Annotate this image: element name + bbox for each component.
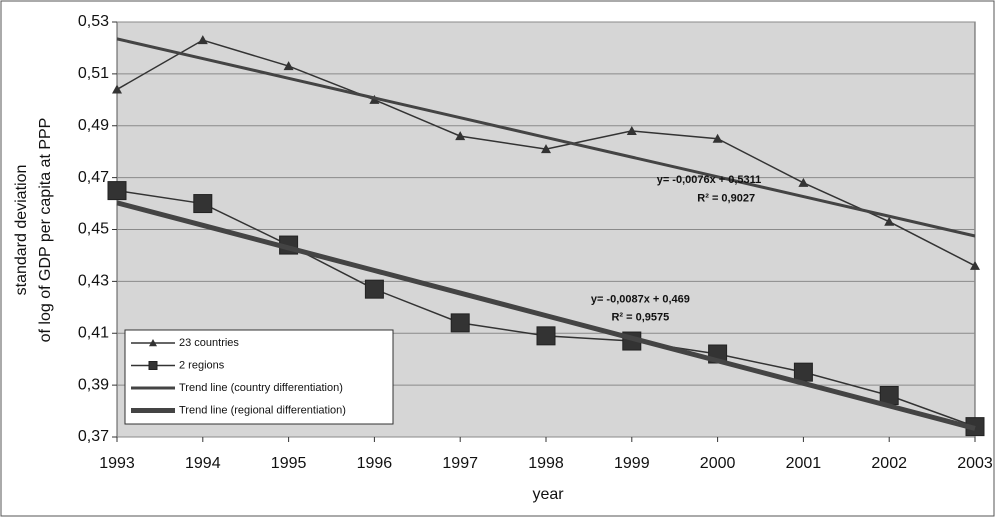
annotation: y= -0,0087x + 0,469 bbox=[591, 293, 690, 305]
point-marker bbox=[450, 313, 470, 333]
point-marker bbox=[197, 35, 208, 45]
point-marker bbox=[193, 194, 213, 214]
x-tick-label: 1993 bbox=[99, 455, 135, 472]
point-marker bbox=[455, 131, 466, 141]
point-marker bbox=[148, 361, 158, 370]
x-tick-label: 2003 bbox=[957, 455, 993, 472]
point-marker bbox=[536, 326, 556, 346]
annotation: y= -0,0076x + 0,5311 bbox=[657, 174, 762, 186]
point-marker bbox=[712, 133, 723, 143]
point-marker bbox=[884, 216, 895, 226]
x-tick-label: 1999 bbox=[614, 455, 650, 472]
y-axis-label: of log of GDP per capita at PPP bbox=[37, 118, 54, 343]
series-line bbox=[116, 200, 976, 431]
point-marker bbox=[149, 339, 157, 347]
point-marker bbox=[364, 279, 384, 299]
x-tick-label: 1995 bbox=[271, 455, 307, 472]
y-tick-label: 0,43 bbox=[78, 273, 109, 290]
y-axis-label: standard deviation bbox=[13, 165, 30, 296]
point-marker bbox=[970, 260, 980, 270]
y-tick-label: 0,51 bbox=[78, 65, 109, 82]
series-line bbox=[116, 37, 976, 238]
point-marker bbox=[107, 181, 127, 201]
x-tick-label: 1998 bbox=[528, 455, 564, 472]
x-tick-label: 1996 bbox=[357, 455, 393, 472]
y-tick-label: 0,53 bbox=[78, 13, 109, 30]
x-axis-label: year bbox=[532, 486, 564, 503]
y-tick-label: 0,49 bbox=[78, 117, 109, 134]
x-tick-label: 2001 bbox=[786, 455, 822, 472]
point-marker bbox=[798, 177, 809, 187]
x-tick-label: 2000 bbox=[700, 455, 736, 472]
point-marker bbox=[793, 362, 813, 382]
annotation: R² = 0,9575 bbox=[611, 312, 669, 324]
y-tick-label: 0,37 bbox=[78, 428, 109, 445]
point-marker bbox=[541, 144, 551, 154]
y-tick-label: 0,47 bbox=[78, 169, 109, 186]
y-tick-label: 0,45 bbox=[78, 221, 109, 238]
annotation: R² = 0,9027 bbox=[697, 192, 755, 204]
legend-label: 23 countries bbox=[179, 337, 239, 349]
x-tick-label: 1997 bbox=[442, 455, 478, 472]
legend-label: 2 regions bbox=[179, 359, 225, 371]
legend-label: Trend line (regional differentiation) bbox=[179, 404, 346, 416]
x-tick-label: 1994 bbox=[185, 455, 221, 472]
point-marker bbox=[283, 61, 294, 71]
x-tick-label: 2002 bbox=[871, 455, 907, 472]
y-tick-label: 0,41 bbox=[78, 324, 109, 341]
y-tick-label: 0,39 bbox=[78, 376, 109, 393]
point-marker bbox=[626, 125, 637, 135]
point-marker bbox=[112, 84, 122, 94]
legend-label: Trend line (country differentiation) bbox=[179, 382, 343, 394]
